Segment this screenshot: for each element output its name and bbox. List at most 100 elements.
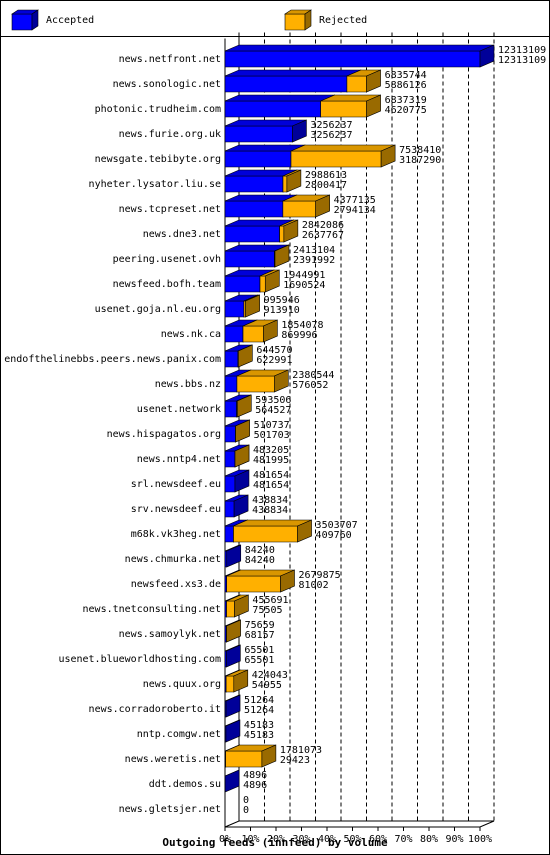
rejected-bar-side bbox=[315, 194, 330, 218]
accepted-label: 12313109 bbox=[498, 55, 546, 66]
rejected-bar-side bbox=[235, 419, 250, 443]
accepted-bar bbox=[224, 300, 245, 318]
accepted-bar-side bbox=[292, 119, 307, 143]
rejected-bar-side bbox=[238, 344, 253, 368]
x-tick-label: 40% bbox=[318, 834, 336, 845]
y-tick-label: news.netfront.net bbox=[119, 54, 221, 65]
rejected-bar-side bbox=[286, 169, 302, 193]
rejected-bar-side bbox=[380, 144, 396, 168]
total-label: 7538410 bbox=[399, 145, 441, 156]
total-label: 424043 bbox=[252, 670, 288, 681]
rejected-bar bbox=[226, 600, 235, 618]
y-tick-label: srl.newsdeef.eu bbox=[131, 479, 221, 490]
y-tick-label: news.dne3.net bbox=[143, 229, 221, 240]
floor bbox=[224, 820, 495, 828]
x-tick-label: 80% bbox=[420, 834, 438, 845]
accepted-label: 2637767 bbox=[302, 230, 344, 241]
accepted-bar bbox=[224, 350, 239, 368]
total-label: 4896 bbox=[243, 770, 267, 781]
total-label: 12313109 bbox=[498, 45, 546, 56]
x-tick-label: 0% bbox=[219, 834, 231, 845]
x-tick-label: 100% bbox=[468, 834, 492, 845]
accepted-label: 4620775 bbox=[385, 105, 427, 116]
y-tick-label: photonic.trudheim.com bbox=[95, 104, 221, 115]
x-tick-label: 20% bbox=[267, 834, 285, 845]
rejected-bar-side bbox=[366, 94, 381, 118]
accepted-bar bbox=[224, 325, 244, 343]
accepted-bar bbox=[224, 500, 235, 518]
y-tick-label: ddt.demos.su bbox=[149, 779, 221, 790]
rejected-bar bbox=[236, 375, 275, 393]
accepted-label: 84240 bbox=[245, 555, 275, 566]
total-label: 75659 bbox=[245, 620, 275, 631]
accepted-bar bbox=[224, 275, 261, 293]
x-tick-label: 70% bbox=[394, 834, 412, 845]
accepted-bar-side bbox=[224, 769, 240, 793]
y-tick-label: usenet.goja.nl.eu.org bbox=[95, 304, 221, 315]
accepted-bar bbox=[224, 475, 236, 493]
y-tick-label: news.furie.org.uk bbox=[119, 129, 221, 140]
accepted-bar-side bbox=[225, 719, 241, 743]
accepted-label: 2794134 bbox=[334, 205, 376, 216]
legend-swatch-side bbox=[304, 9, 312, 31]
total-label: 1854078 bbox=[281, 320, 323, 331]
accepted-bar bbox=[224, 450, 236, 468]
total-label: 455691 bbox=[252, 595, 288, 606]
total-label: 51264 bbox=[244, 695, 274, 706]
accepted-label: 3256237 bbox=[310, 130, 352, 141]
rejected-bar bbox=[225, 750, 263, 768]
accepted-bar bbox=[224, 100, 321, 118]
accepted-label: 564527 bbox=[255, 405, 291, 416]
accepted-bar bbox=[224, 425, 236, 443]
accepted-label: 45183 bbox=[244, 730, 274, 741]
total-label: 483205 bbox=[253, 445, 289, 456]
y-tick-label: newsfeed.bofh.team bbox=[113, 279, 221, 290]
total-label: 0 bbox=[243, 795, 249, 806]
accepted-label: 869996 bbox=[281, 330, 317, 341]
rejected-bar-side bbox=[261, 744, 277, 768]
accepted-bar-side bbox=[226, 644, 241, 668]
total-label: 995946 bbox=[264, 295, 300, 306]
accepted-label: 1690524 bbox=[283, 280, 325, 291]
rejected-bar-side bbox=[274, 244, 290, 268]
total-label: 6837319 bbox=[385, 95, 427, 106]
y-tick-label: news.nk.ca bbox=[161, 329, 221, 340]
y-tick-label: news.quux.org bbox=[143, 679, 221, 690]
legend-label: Accepted bbox=[46, 15, 94, 26]
y-tick-label: endofthelinebbs.peers.news.panix.com bbox=[4, 354, 221, 365]
rejected-bar bbox=[259, 275, 266, 293]
y-tick-label: news.corradoroberto.it bbox=[89, 704, 221, 715]
accepted-bar-top bbox=[224, 44, 495, 52]
accepted-bar bbox=[224, 375, 238, 393]
accepted-bar bbox=[224, 125, 293, 143]
rejected-bar bbox=[233, 525, 298, 543]
accepted-bar bbox=[224, 75, 348, 93]
x-tick-label: 50% bbox=[343, 834, 361, 845]
total-label: 1781073 bbox=[280, 745, 322, 756]
rejected-bar bbox=[242, 325, 264, 343]
rejected-bar-top bbox=[290, 144, 396, 152]
accepted-label: 481654 bbox=[253, 480, 289, 491]
y-tick-label: news.weretis.net bbox=[125, 754, 221, 765]
total-label: 4377135 bbox=[334, 195, 376, 206]
total-label: 593506 bbox=[255, 395, 291, 406]
accepted-label: 29423 bbox=[280, 755, 310, 766]
accepted-bar bbox=[224, 525, 234, 543]
total-label: 3256237 bbox=[310, 120, 352, 131]
y-tick-label: news.hispagatos.org bbox=[107, 429, 221, 440]
y-tick-label: peering.usenet.ovh bbox=[113, 254, 221, 265]
rejected-bar bbox=[282, 200, 316, 218]
y-tick-label: newsfeed.xs3.de bbox=[131, 579, 221, 590]
accepted-bar-side bbox=[226, 544, 242, 568]
accepted-bar-top bbox=[224, 69, 362, 77]
total-label: 438834 bbox=[252, 495, 288, 506]
accepted-label: 54955 bbox=[252, 680, 282, 691]
accepted-label: 622991 bbox=[256, 355, 292, 366]
total-label: 481654 bbox=[253, 470, 289, 481]
y-tick-label: nyheter.lysator.liu.se bbox=[89, 179, 221, 190]
total-label: 2679875 bbox=[298, 570, 340, 581]
accepted-label: 481995 bbox=[253, 455, 289, 466]
accepted-bar-side bbox=[225, 694, 241, 718]
accepted-bar-side bbox=[479, 44, 495, 68]
accepted-label: 3187290 bbox=[399, 155, 441, 166]
